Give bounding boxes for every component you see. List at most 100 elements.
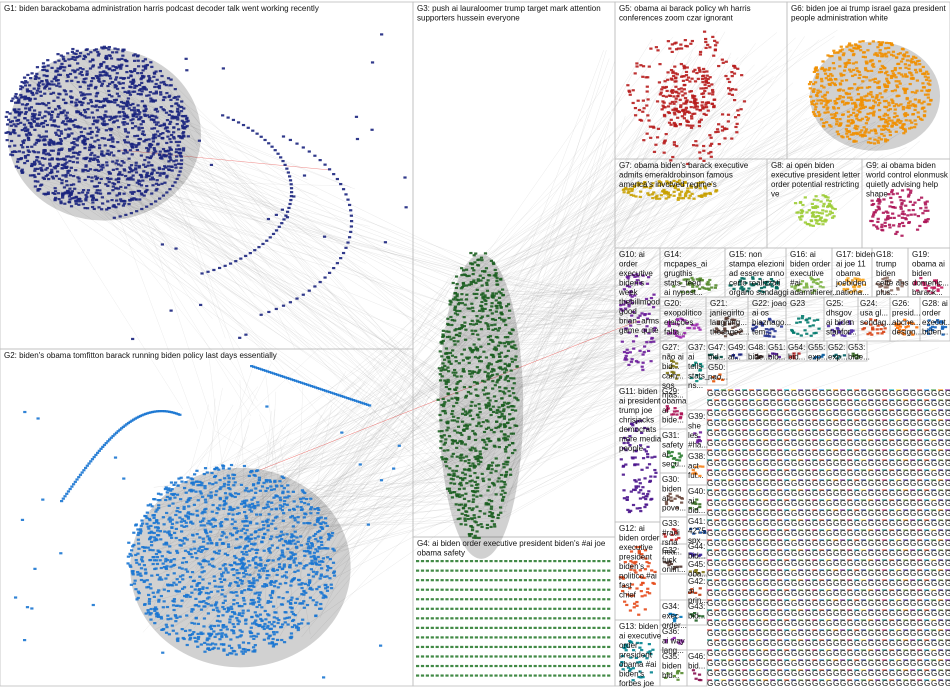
node [467, 274, 471, 277]
node [105, 161, 109, 164]
edge [460, 256, 698, 483]
node [488, 335, 492, 338]
edge [482, 76, 774, 346]
node [186, 517, 191, 520]
node [105, 177, 110, 180]
node [54, 175, 58, 178]
node [113, 47, 117, 50]
node [228, 621, 232, 624]
node [316, 507, 320, 510]
node [97, 128, 101, 131]
node [538, 560, 542, 563]
node [508, 418, 512, 421]
node [446, 370, 451, 373]
cluster-g1 [4, 33, 408, 341]
edge [200, 277, 453, 545]
node [133, 68, 137, 71]
edge [471, 82, 794, 366]
node [33, 567, 37, 570]
node [17, 114, 21, 117]
node [165, 495, 169, 499]
node [494, 335, 498, 339]
node [25, 88, 29, 91]
node [510, 451, 515, 455]
node [76, 55, 80, 59]
node [119, 65, 123, 68]
node [52, 119, 57, 122]
node [272, 488, 276, 491]
node [514, 355, 518, 358]
node [245, 566, 249, 569]
node [133, 579, 137, 582]
node [131, 79, 135, 82]
node [239, 483, 244, 486]
node [447, 435, 452, 438]
node [196, 549, 200, 552]
node [181, 124, 185, 127]
node [452, 336, 456, 339]
node [182, 505, 186, 508]
node [292, 559, 296, 562]
node [210, 471, 214, 475]
node [156, 526, 160, 529]
node [117, 111, 121, 114]
node [274, 527, 278, 530]
node [87, 84, 91, 87]
node [80, 114, 84, 117]
node [157, 410, 161, 413]
edge [461, 276, 893, 490]
node [468, 533, 472, 536]
node [91, 194, 95, 197]
node [487, 273, 491, 277]
node [310, 385, 314, 388]
panel-box-g45 [686, 557, 708, 576]
edge [148, 330, 463, 601]
node [88, 160, 92, 163]
node [482, 439, 486, 442]
node [157, 166, 161, 169]
edge [450, 132, 786, 297]
node [319, 574, 323, 578]
node [9, 153, 13, 156]
node [216, 647, 220, 650]
node [16, 158, 20, 161]
node [284, 611, 288, 614]
node [275, 536, 279, 539]
node [107, 93, 111, 97]
node [59, 130, 63, 133]
node [446, 380, 450, 383]
node [173, 117, 177, 120]
node [226, 571, 230, 574]
node [53, 190, 58, 193]
node [486, 296, 490, 300]
node [108, 127, 112, 131]
node [286, 490, 290, 493]
node [82, 57, 86, 61]
node [76, 80, 80, 84]
node [145, 156, 149, 159]
node [277, 563, 282, 566]
node [74, 76, 78, 79]
node [470, 446, 474, 449]
node [480, 259, 484, 262]
node [446, 317, 450, 320]
node [263, 564, 268, 567]
node [324, 583, 328, 586]
node [81, 101, 85, 104]
edge [279, 443, 311, 635]
node [184, 595, 189, 598]
node [332, 266, 336, 270]
node [500, 288, 505, 291]
node [162, 83, 167, 86]
node [45, 69, 49, 72]
edge [482, 145, 802, 323]
node [68, 72, 73, 76]
node [499, 311, 503, 315]
node [207, 596, 211, 599]
node [121, 50, 125, 53]
node [231, 591, 235, 594]
node [38, 184, 43, 187]
node [307, 537, 311, 540]
node [266, 529, 270, 532]
node [19, 96, 23, 99]
